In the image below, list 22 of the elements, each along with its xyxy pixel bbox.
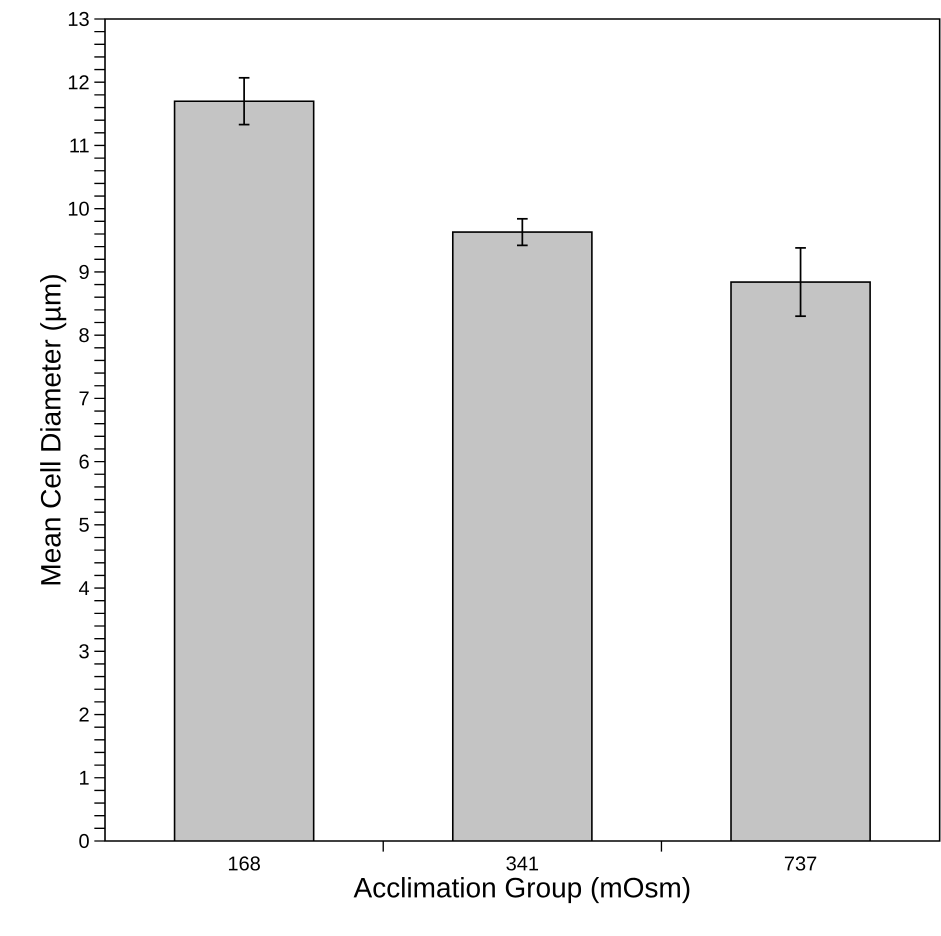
y-tick-label: 9 [79,264,89,279]
y-tick-label: 3 [79,644,89,658]
bar [174,100,314,841]
y-tick-label: 8 [79,328,89,342]
y-tick-label: 5 [79,518,89,532]
y-tick-label: 0 [79,834,89,848]
bar [452,231,593,841]
y-tick-label: 13 [68,12,89,26]
x-axis-title: Acclimation Group (mOsm) [354,877,690,904]
y-tick-label: 10 [68,202,89,216]
y-tick-label: 6 [80,454,89,469]
x-tick-label: 168 [228,856,260,871]
y-tick-label: 7 [80,392,89,406]
x-tick-label: 737 [784,856,816,871]
y-tick-label: 1 [80,770,89,785]
y-tick-label: 4 [78,581,90,595]
y-tick-label: 11 [70,138,89,152]
bar [730,281,871,841]
y-tick-label: 12 [68,75,89,90]
x-tick-label: 341 [506,856,538,871]
y-axis-title: Mean Cell Diameter (µm) [40,275,66,584]
y-tick-label: 2 [80,708,89,722]
